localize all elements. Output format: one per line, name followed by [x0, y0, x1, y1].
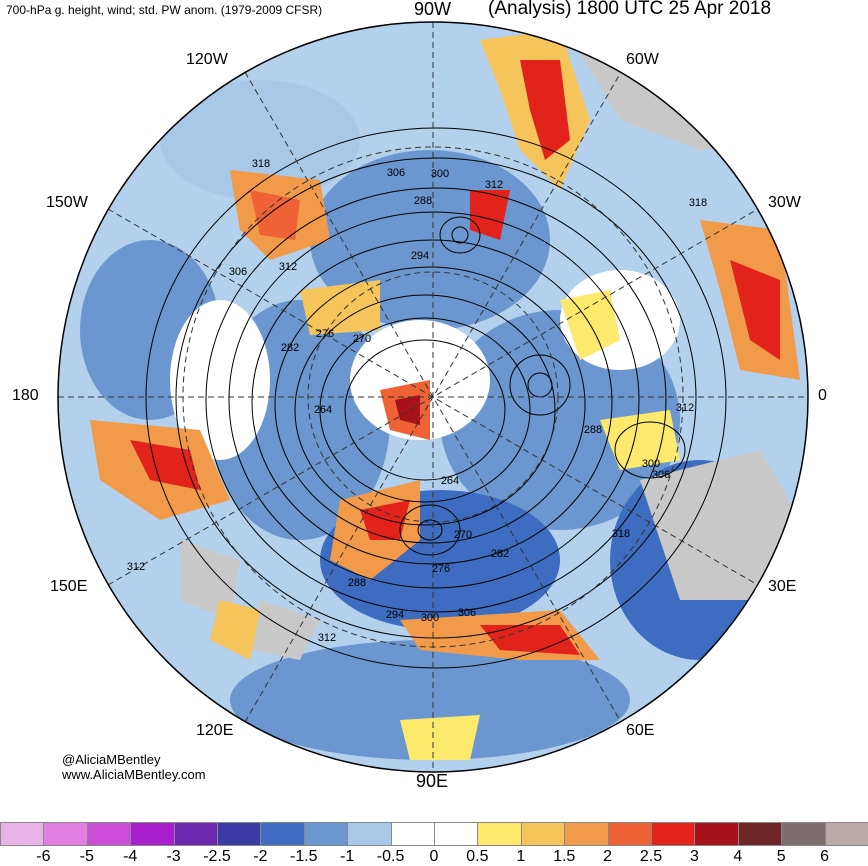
contour-label: 300: [642, 458, 660, 470]
colorbar-swatch: [434, 822, 479, 846]
contour-label: 282: [491, 548, 509, 560]
colorbar-swatch: [694, 822, 739, 846]
contour-label: 264: [441, 475, 459, 487]
colorbar-tick-label: -5: [79, 848, 94, 865]
colorbar-tick-label: 1: [516, 848, 526, 865]
contour-label: 306: [652, 469, 670, 481]
lon-label-90e: 90E: [416, 771, 449, 791]
contour-label: 294: [386, 609, 404, 621]
colorbar-swatch: [781, 822, 826, 846]
lon-label-60e: 60E: [626, 722, 655, 739]
colorbar-tick-label: 2: [603, 848, 613, 865]
lon-label-180: 180: [12, 387, 39, 404]
colorbar-swatch: [477, 822, 522, 846]
colorbar-tick-label: 4: [733, 848, 743, 865]
contour-label: 288: [414, 195, 432, 207]
colorbar-swatch: [130, 822, 175, 846]
colorbar-tick-label: 1.5: [553, 848, 576, 865]
contour-label: 288: [348, 577, 366, 589]
contour-label: 270: [353, 333, 371, 345]
contour-label: 318: [252, 158, 270, 170]
colorbar-swatch: [651, 822, 696, 846]
colorbar-tick-label: -2: [253, 848, 268, 865]
colorbar-swatch: [0, 822, 45, 846]
colorbar-swatch: [217, 822, 262, 846]
lon-label-0: 0: [818, 387, 827, 404]
contour-label: 312: [485, 179, 503, 191]
lon-label-150e: 150E: [50, 578, 88, 595]
colorbar-swatch: [173, 822, 218, 846]
lon-label-150w: 150W: [46, 194, 88, 211]
contour-label: 318: [612, 528, 630, 540]
colorbar-tick-label: 2.5: [639, 848, 663, 865]
contour-labels: 318 306 312 306 300 288 312 294 318 276 …: [127, 158, 707, 644]
colorbar-tick-label: 6: [820, 848, 830, 865]
lon-label-30w: 30W: [768, 194, 801, 211]
colorbar-swatch: [303, 822, 349, 846]
contour-label: 318: [689, 197, 707, 209]
contour-label: 300: [421, 612, 439, 624]
map-title: 700-hPa g. height, wind; std. PW anom. (…: [6, 3, 323, 17]
credit-handle: @AliciaMBentley: [62, 752, 161, 767]
lon-label-90w: 90W: [414, 0, 452, 19]
colorbar-tick-label: 0: [429, 848, 439, 865]
colorbar-tick-label: 3: [689, 848, 699, 865]
colorbar-tick-label: -4: [123, 848, 138, 865]
map-disk-outline: [57, 21, 809, 773]
contour-label: 306: [458, 607, 476, 619]
colorbar-swatch: [520, 822, 566, 846]
contour-label: 288: [584, 424, 602, 436]
contour-label: 264: [314, 404, 332, 416]
pw-anomaly-shading: [58, 22, 808, 772]
colorbar-tick-label: -2.5: [203, 848, 231, 865]
contour-label: 294: [411, 250, 429, 262]
lon-label-30e: 30E: [768, 578, 797, 595]
contour-label: 276: [316, 328, 334, 340]
colorbar-swatch: [260, 822, 305, 846]
contour-label: 312: [676, 402, 694, 414]
contour-label: 300: [431, 168, 449, 180]
colorbar-swatch: [737, 822, 783, 846]
contour-label: 312: [318, 632, 336, 644]
colorbar-tick-label: -1: [340, 848, 355, 865]
contour-label: 306: [229, 266, 247, 278]
colorbar-swatch: [390, 822, 435, 846]
colorbar-swatch: [347, 822, 392, 846]
contour-label: 270: [454, 529, 472, 541]
contour-label: 312: [279, 261, 297, 273]
lon-label-120e: 120E: [196, 722, 234, 739]
lon-label-120w: 120W: [186, 51, 228, 68]
colorbar-swatch: [607, 822, 652, 846]
contour-label: 276: [432, 563, 450, 575]
contour-label: 312: [127, 561, 145, 573]
colorbar-tick-label: 0.5: [466, 848, 489, 865]
colorbar-swatch: [86, 822, 132, 846]
credit-website[interactable]: www.AliciaMBentley.com: [62, 767, 206, 782]
colorbar-swatch: [564, 822, 609, 846]
colorbar-swatch: [43, 822, 88, 846]
colorbar-tick-label: -3: [166, 848, 181, 865]
polar-stereographic-map: 318 306 312 306 300 288 312 294 318 276 …: [57, 21, 809, 773]
lon-label-60w: 60W: [626, 51, 659, 68]
contour-label: 282: [281, 342, 299, 354]
pw-anomaly-colorbar: -6 -5 -4 -3 -2.5 -2 -1.5 -1 -0.5 0 0.5 1 1.5 2 2.5 3 4 5 6: [0, 822, 868, 865]
colorbar-tick-label: -6: [36, 848, 51, 865]
analysis-time-label: (Analysis) 1800 UTC 25 Apr 2018: [488, 0, 772, 19]
contour-label: 306: [387, 167, 405, 179]
colorbar-tick-label: -1.5: [290, 848, 318, 865]
colorbar-swatch: [824, 822, 868, 846]
colorbar-tick-label: 5: [776, 848, 786, 865]
colorbar-tick-label: -0.5: [376, 848, 405, 865]
